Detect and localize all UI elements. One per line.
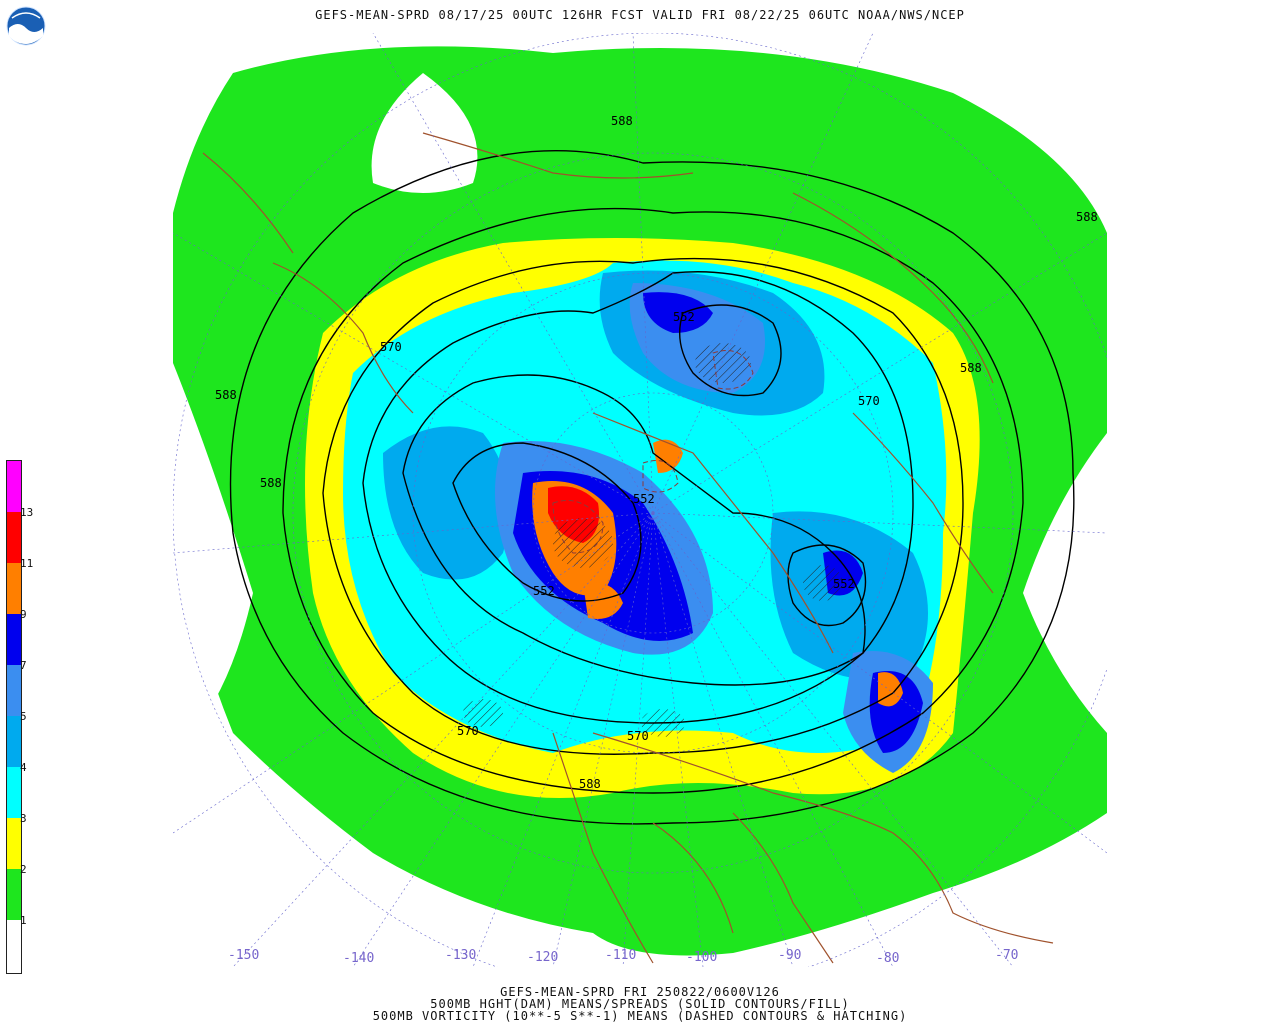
- vorticity-contours: [552, 350, 754, 554]
- legend-label: 9: [20, 608, 27, 621]
- contour-label: 588: [579, 777, 601, 791]
- footer-line-1: GEFS-MEAN-SPRD FRI 250822/0600V126: [500, 985, 780, 999]
- legend-swatch: [7, 461, 21, 512]
- contour-label: 570: [858, 394, 880, 408]
- legend-label: 7: [20, 659, 27, 672]
- contour-label: 552: [833, 577, 855, 591]
- contour-label: 570: [380, 340, 402, 354]
- legend-label: 11: [20, 557, 34, 570]
- contour-label: 588: [1076, 210, 1098, 224]
- lon-label: -130: [445, 948, 477, 963]
- contour-label: 588: [260, 476, 282, 490]
- legend-label: 2: [20, 863, 27, 876]
- contour-label: 588: [960, 361, 982, 375]
- map-panel: 552 552 552 552 570 570 570 570 588 588 …: [173, 33, 1107, 967]
- contour-label: 552: [533, 584, 555, 598]
- legend-label: 3: [20, 812, 27, 825]
- legend-swatch: [7, 818, 21, 869]
- lon-label: -70: [995, 948, 1019, 963]
- legend-swatch: [7, 563, 21, 614]
- noaa-logo-icon: [6, 6, 46, 46]
- contour-label: 588: [215, 388, 237, 402]
- footer-line-3: 500MB VORTICITY (10**-5 S**-1) MEANS (DA…: [372, 1009, 908, 1023]
- legend-label: 5: [20, 710, 27, 723]
- lon-label: -120: [527, 950, 559, 965]
- contour-label: 570: [627, 729, 649, 743]
- legend-label: 13: [20, 506, 34, 519]
- chart-title: GEFS-MEAN-SPRD 08/17/25 00UTC 126HR FCST…: [315, 8, 965, 22]
- contour-label: 552: [673, 310, 695, 324]
- lon-label: -100: [686, 950, 718, 965]
- lon-label: -80: [876, 951, 900, 966]
- legend-swatch: [7, 767, 21, 818]
- height-contours: [229, 150, 1075, 825]
- legend-swatch: [7, 614, 21, 665]
- lon-label: -90: [778, 948, 802, 963]
- contour-label: 588: [611, 114, 633, 128]
- legend-swatch: [7, 869, 21, 920]
- legend-swatch: [7, 512, 21, 563]
- color-legend: [6, 460, 22, 974]
- legend-label: 1: [20, 914, 27, 927]
- legend-swatch: [7, 716, 21, 767]
- contour-label: 552: [633, 492, 655, 506]
- lon-label: -110: [605, 948, 637, 963]
- forecast-map: 552 552 552 552 570 570 570 570 588 588 …: [173, 33, 1107, 967]
- coastlines: [202, 132, 1054, 964]
- legend-swatch: [7, 920, 21, 973]
- contour-label: 570: [457, 724, 479, 738]
- graticule: [173, 33, 1107, 967]
- legend-label: 4: [20, 761, 27, 774]
- lon-label: -150: [228, 948, 260, 963]
- footer-line-2: 500MB HGHT(DAM) MEANS/SPREADS (SOLID CON…: [430, 997, 850, 1011]
- legend-swatch: [7, 665, 21, 716]
- lon-label: -140: [343, 951, 375, 966]
